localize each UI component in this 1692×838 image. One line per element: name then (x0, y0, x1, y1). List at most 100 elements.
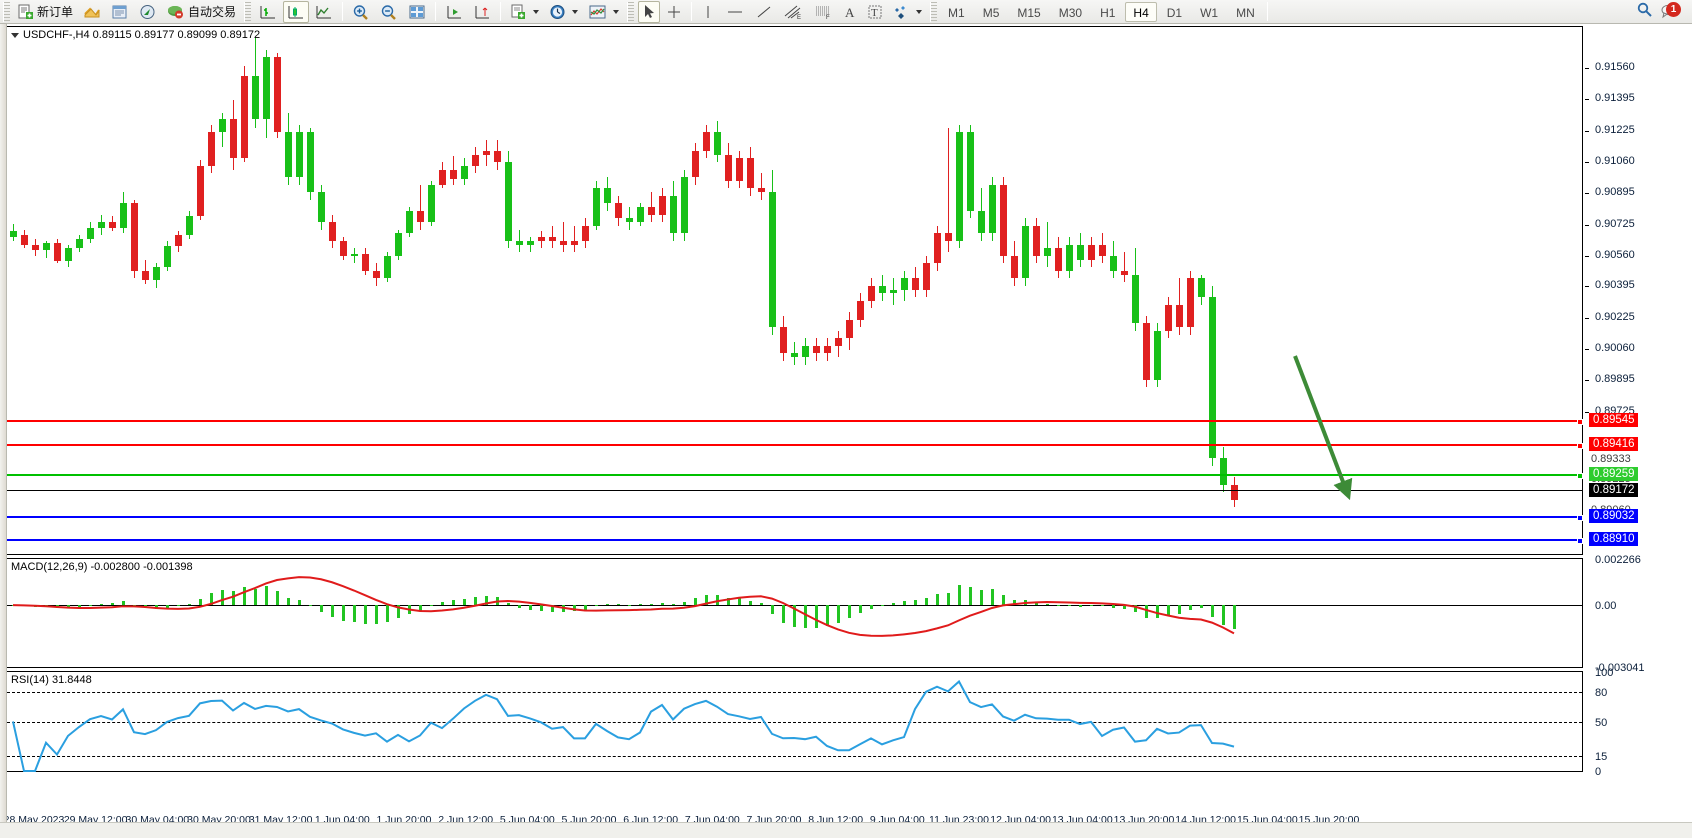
price-level-line-pending[interactable] (7, 515, 1583, 522)
price-level-handle[interactable] (1577, 515, 1583, 522)
price-level-line-support[interactable] (7, 472, 1583, 479)
candle-body (967, 132, 974, 211)
timeframe-m5[interactable]: M5 (982, 5, 1000, 20)
timeframe-h4[interactable]: H4 (1125, 1, 1157, 22)
new-order-button[interactable]: 新订单 (14, 1, 77, 23)
candle-body (846, 319, 853, 339)
timeframe-d1[interactable]: D1 (1166, 5, 1183, 20)
candle-body (659, 195, 666, 215)
candlestick-chart-button[interactable] (283, 0, 310, 23)
fibonacci-icon: F (816, 6, 830, 20)
indicator-list-button[interactable] (79, 1, 105, 23)
timeframe-mn[interactable]: MN (1236, 5, 1255, 20)
chart-menu-arrow-icon[interactable] (11, 32, 19, 38)
timeframe-m15[interactable]: M15 (1017, 5, 1041, 20)
price-level-line-current[interactable] (7, 489, 1582, 491)
candle-body (98, 222, 105, 228)
macd-histogram-bar (474, 597, 477, 606)
objects-button[interactable] (889, 1, 926, 23)
price-pane[interactable]: USDCHF-,H4 0.89115 0.89177 0.89099 0.891… (6, 26, 1583, 555)
macd-pane[interactable]: MACD(12,26,9) -0.002800 -0.001398 (6, 558, 1583, 668)
price-level-handle[interactable] (1577, 537, 1583, 544)
candle-body (153, 267, 160, 281)
candle-body (1099, 244, 1106, 256)
timeframe-m1[interactable]: M1 (948, 5, 965, 20)
rsi-level-line-80 (7, 691, 1582, 693)
rsi-pane[interactable]: RSI(14) 31.8448 (6, 671, 1583, 772)
toolbar-separator-2 (435, 2, 437, 21)
auto-scroll-button[interactable] (469, 1, 495, 23)
price-tick-label: 0.90395 (1595, 279, 1635, 292)
search-button[interactable] (1636, 1, 1654, 22)
macd-axis[interactable]: 0.002266 0.00 -0.003041 (1589, 554, 1692, 674)
price-level-handle[interactable] (1577, 443, 1583, 450)
chevron-down-icon-2[interactable] (572, 9, 579, 14)
price-level-line-pending[interactable] (7, 537, 1583, 544)
cursor-button[interactable] (638, 0, 661, 23)
timeframe-m30[interactable]: M30 (1058, 5, 1083, 20)
price-axis[interactable]: 0.91560 0.91395 0.91225 0.91060 0.90895 0.907… (1585, 50, 1692, 555)
macd-histogram-bar (1068, 605, 1071, 607)
macd-histogram-bar (760, 603, 763, 606)
line-chart-button[interactable] (311, 1, 337, 23)
data-window-button[interactable] (107, 1, 133, 23)
timeframe-w1[interactable]: W1 (1200, 5, 1219, 20)
candle-body (351, 253, 358, 256)
grid-button[interactable] (404, 1, 430, 23)
price-level-handle[interactable] (1577, 472, 1583, 479)
candle-body (703, 132, 710, 151)
navigator-button[interactable] (135, 1, 161, 23)
chart-left-scrollbar[interactable] (0, 24, 7, 838)
price-levels-layer (7, 27, 1583, 554)
toolbar-grip-2[interactable] (244, 1, 252, 22)
macd-histogram-bar (232, 591, 235, 606)
price-level-handle[interactable] (1577, 418, 1583, 425)
autotrading-button[interactable]: 自动交易 (163, 1, 240, 23)
candle-body (582, 225, 589, 241)
zoom-out-button[interactable] (376, 1, 402, 23)
template-button[interactable] (506, 1, 543, 23)
macd-histogram-bar (67, 605, 70, 608)
price-axis-tick: 0.90725 (1585, 218, 1635, 230)
macd-histogram-bar (782, 605, 785, 623)
price-axis-tick: 0.91060 (1585, 155, 1635, 167)
toolbar-grip[interactable] (3, 1, 10, 22)
toolbar-separator-5 (1266, 2, 1268, 21)
macd-histogram-bar (694, 598, 697, 606)
equidistant-channel-button[interactable]: E (779, 1, 807, 23)
period-button[interactable] (545, 1, 582, 23)
indicators-button[interactable] (584, 1, 623, 23)
hline-button[interactable] (721, 1, 749, 23)
text-button[interactable]: A (839, 1, 861, 23)
status-bar (0, 822, 1692, 838)
search-icon (1637, 2, 1652, 17)
timeframe-h1[interactable]: H1 (1100, 5, 1116, 20)
macd-histogram-bar (1178, 605, 1181, 615)
chevron-down-icon-4[interactable] (916, 9, 923, 14)
rsi-label: RSI(14) 31.8448 (11, 674, 92, 686)
zoom-in-button[interactable] (348, 1, 374, 23)
label-button[interactable]: T (863, 1, 887, 23)
price-tick-label: 0.91560 (1595, 61, 1635, 73)
price-level-line-resistance[interactable] (7, 443, 1583, 450)
macd-histogram-bar (617, 604, 620, 606)
bar-chart-button[interactable] (255, 1, 281, 23)
trendline-button[interactable] (751, 1, 777, 23)
chevron-down-icon[interactable] (533, 9, 540, 14)
rsi-axis[interactable]: 100 80 50 15 0 (1589, 667, 1692, 778)
toolbar-grip-3[interactable] (627, 1, 635, 22)
fibonacci-button[interactable]: F (809, 1, 837, 23)
toolbar-grip-4[interactable] (930, 1, 938, 22)
macd-histogram-bar (628, 604, 631, 606)
macd-signal-line (12, 576, 1235, 637)
candle-body (1077, 244, 1084, 260)
chevron-down-icon-3[interactable] (613, 9, 620, 14)
alerts-count: 1 (1666, 1, 1681, 17)
candle-body (21, 235, 28, 245)
chart-shift-button[interactable] (441, 1, 467, 23)
price-level-line-resistance[interactable] (7, 418, 1583, 425)
crosshair-button[interactable] (662, 1, 686, 23)
candle-body (252, 75, 259, 119)
alerts-button[interactable]: 1 (1660, 1, 1684, 22)
vline-button[interactable] (697, 1, 719, 23)
